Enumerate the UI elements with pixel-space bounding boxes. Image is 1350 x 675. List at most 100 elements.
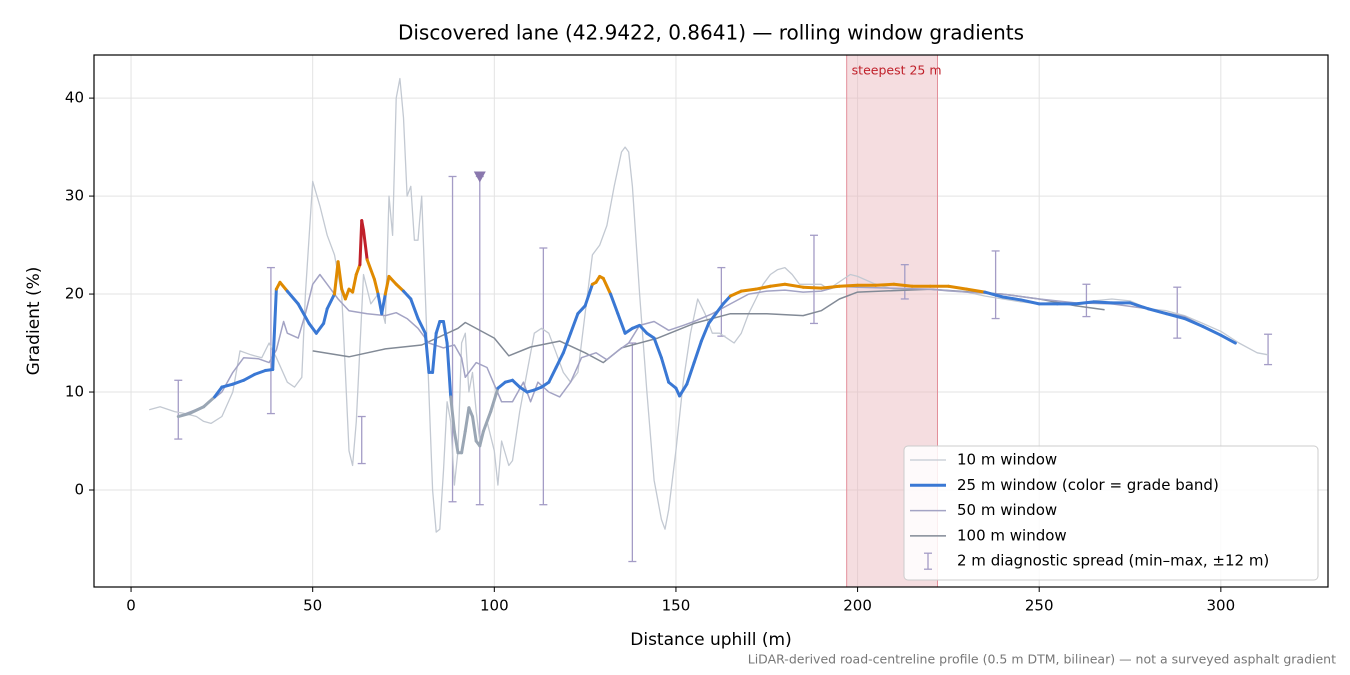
line-segment: [202, 395, 217, 409]
marker: [473, 171, 486, 183]
line-segment: [380, 292, 387, 316]
line-segment: [296, 302, 311, 325]
line-segment: [837, 283, 860, 288]
span-label: steepest 25 m: [852, 63, 942, 78]
line-segment: [372, 277, 380, 296]
line-segment: [416, 317, 427, 335]
line-segment: [176, 412, 191, 419]
line-segment: [1092, 300, 1114, 305]
line-segment: [616, 312, 627, 335]
line-segment: [692, 339, 703, 365]
line-segment: [714, 302, 725, 316]
line-segment: [652, 336, 663, 360]
line-segment: [1183, 317, 1205, 328]
line-segment: [360, 219, 366, 232]
line-segment: [336, 260, 344, 291]
line-segment: [478, 429, 485, 448]
line-segment: [463, 406, 471, 433]
line-segment: [351, 272, 358, 294]
line-segment: [699, 321, 711, 343]
line-segment: [271, 287, 278, 371]
line-segment: [554, 351, 565, 370]
line-segment: [892, 282, 914, 288]
line-segment: [739, 287, 758, 293]
line-segment: [547, 366, 558, 384]
line-segment: [754, 284, 772, 291]
line-segment: [678, 382, 689, 398]
line-series: [149, 77, 1269, 533]
line-segment: [387, 274, 398, 286]
line-segment: [445, 341, 453, 399]
y-axis-label: Gradient (%): [24, 267, 44, 376]
line-segment: [434, 319, 442, 335]
line-segment: [220, 382, 235, 389]
line-segment: [783, 282, 805, 289]
line-segment: [1201, 324, 1223, 337]
line-segment: [449, 395, 456, 433]
line-segment: [659, 356, 671, 384]
line-segment: [667, 380, 678, 390]
line-segment: [213, 385, 224, 399]
line-segment: [365, 258, 376, 281]
line-segment: [1001, 295, 1023, 302]
footnote: LiDAR-derived road-centreline profile (0…: [748, 652, 1336, 667]
line-segment: [354, 263, 362, 276]
line-segment: [441, 319, 449, 345]
line-segment: [394, 282, 405, 293]
line-segment: [187, 405, 206, 416]
line-segment: [383, 274, 391, 296]
line-segment: [496, 380, 507, 390]
line-segment: [231, 378, 246, 386]
x-tick-label: 0: [126, 597, 136, 615]
line-segment: [1128, 301, 1150, 311]
line-segment: [819, 284, 841, 290]
y-tick-label: 40: [65, 89, 84, 107]
x-tick-label: 200: [843, 597, 872, 615]
line-segment: [768, 282, 787, 288]
y-tick-label: 0: [74, 481, 84, 499]
line-series: [178, 273, 1236, 418]
line-segment: [1146, 307, 1168, 316]
legend-box: [903, 445, 1319, 581]
legend-label: 2 m diagnostic spread (min–max, ±12 m): [957, 552, 1269, 570]
x-tick-label: 100: [480, 597, 509, 615]
plot-frame: [93, 54, 1329, 588]
line-segment: [561, 331, 573, 355]
line-segment: [481, 410, 493, 433]
legend-label: 10 m window: [957, 451, 1057, 469]
plot-area: [94, 55, 1328, 587]
x-tick-label: 150: [662, 597, 691, 615]
line-segment: [471, 415, 478, 443]
line-segment: [401, 289, 413, 301]
line-segment: [609, 292, 620, 316]
line-segment: [583, 282, 594, 308]
line-segment: [1164, 312, 1187, 321]
y-tick-label: 10: [65, 383, 84, 401]
line-segment: [946, 284, 969, 291]
line-segment: [1019, 298, 1041, 306]
line-segment: [467, 406, 475, 419]
line-segment: [801, 285, 823, 290]
y-tick-label: 30: [65, 187, 84, 205]
line-segment: [576, 304, 587, 316]
line-segment: [721, 294, 732, 306]
line-segment: [358, 219, 364, 267]
line-segment: [242, 372, 257, 382]
legend-label: 25 m window (color = grade band): [957, 476, 1219, 494]
line-segment: [569, 312, 580, 335]
line-segment: [685, 361, 696, 386]
line-segment: [707, 312, 718, 325]
line-segment: [1219, 333, 1237, 345]
line-segment: [510, 378, 522, 389]
line-segment: [278, 280, 289, 293]
line-segment: [460, 429, 467, 455]
line-segment: [423, 331, 431, 374]
chart-title: Discovered lane (42.9422, 0.8641) — roll…: [398, 21, 1024, 45]
line-segment: [638, 323, 649, 335]
line-series: [312, 288, 1105, 364]
line-segment: [983, 290, 1005, 299]
line-segment: [362, 228, 369, 262]
x-tick-label: 300: [1207, 597, 1236, 615]
line-segment: [409, 297, 420, 321]
